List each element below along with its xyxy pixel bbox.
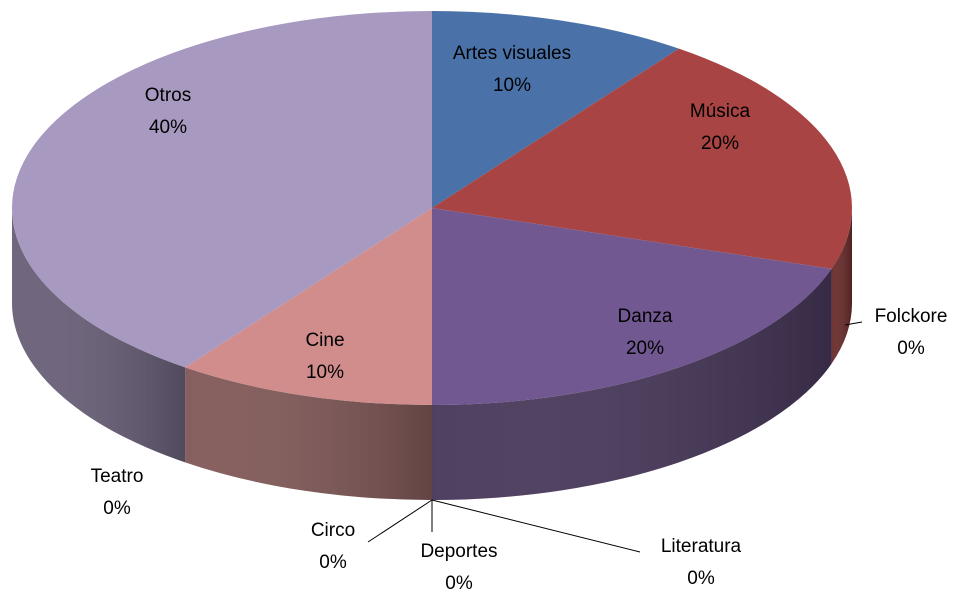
category-label: Otros — [145, 85, 191, 106]
slice — [12, 11, 433, 368]
data-labels: Artes visuales 10% Música 20% Danza 20% Folcko… — [91, 43, 948, 594]
slice — [432, 48, 852, 269]
leader-line — [844, 321, 863, 326]
value-label: 0% — [103, 498, 131, 519]
pie-sides — [12, 208, 852, 500]
category-label: Folckore — [875, 306, 948, 327]
slice — [185, 208, 432, 368]
value-label: 0% — [319, 552, 347, 573]
slice — [185, 208, 432, 405]
slice-side-shade — [185, 367, 432, 500]
value-label: 0% — [897, 338, 925, 359]
slice-side-shade — [432, 268, 832, 500]
value-label: 10% — [306, 362, 344, 383]
slice — [432, 208, 832, 405]
value-label: 40% — [149, 117, 187, 138]
category-label: Cine — [305, 330, 344, 351]
value-label: 0% — [687, 568, 715, 589]
slice — [432, 11, 679, 208]
slice-side-shade — [12, 208, 186, 463]
category-label: Música — [690, 101, 751, 122]
category-label: Danza — [618, 306, 673, 327]
category-label: Literatura — [661, 536, 742, 557]
category-label: Teatro — [91, 466, 144, 487]
pie-tops — [12, 11, 852, 405]
value-label: 20% — [626, 338, 664, 359]
category-label: Artes visuales — [453, 43, 571, 64]
leader-line — [431, 499, 641, 553]
category-label: Circo — [311, 520, 355, 541]
value-label: 10% — [493, 75, 531, 96]
value-label: 20% — [701, 133, 739, 154]
leader-line — [367, 499, 433, 543]
category-label: Deportes — [420, 541, 497, 562]
value-label: 0% — [445, 573, 473, 594]
